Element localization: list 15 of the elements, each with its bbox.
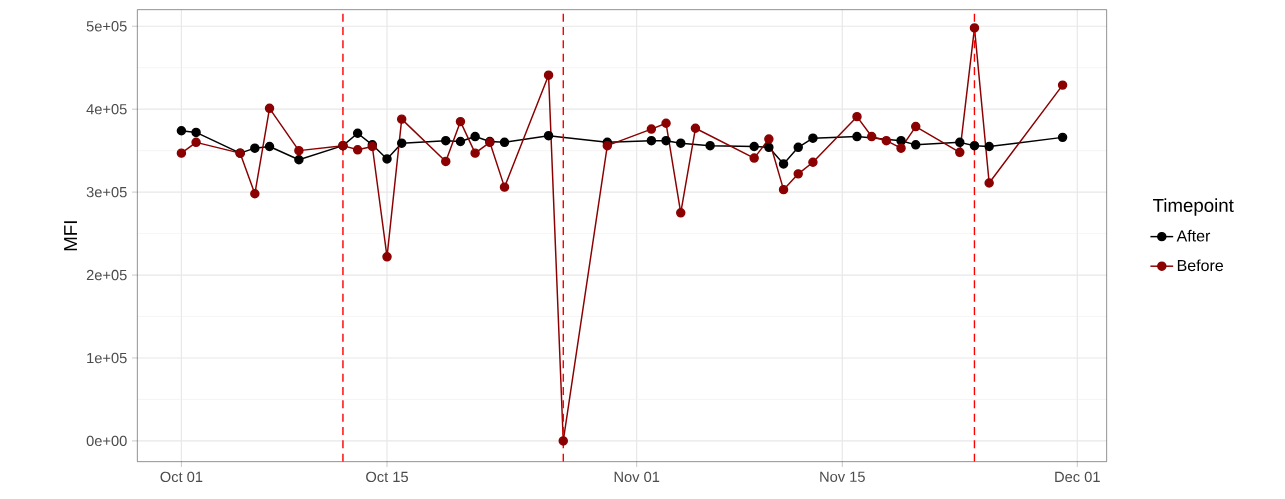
y-axis-title: MFI	[64, 221, 77, 251]
x-tick-label: Oct 15	[366, 471, 408, 483]
y-tick-label: 1e+05	[87, 352, 127, 364]
y-tick-label: 3e+05	[86, 186, 127, 198]
y-tick-label: 0e+00	[86, 435, 127, 447]
x-tick-label: Nov 15	[820, 471, 865, 482]
legend-label: After	[1176, 229, 1211, 242]
y-tick-label: 4e+05	[86, 104, 127, 115]
x-tick-label: Dec 01	[1055, 471, 1100, 483]
legend-label: Before	[1177, 259, 1223, 272]
y-tick-label: 5e+05	[86, 21, 127, 32]
x-tick-label: Oct 01	[160, 471, 203, 483]
y-tick-label: 2e+05	[86, 269, 127, 281]
x-tick-label: Nov 01	[614, 471, 660, 483]
legend-title: Timepoint	[1153, 198, 1234, 216]
